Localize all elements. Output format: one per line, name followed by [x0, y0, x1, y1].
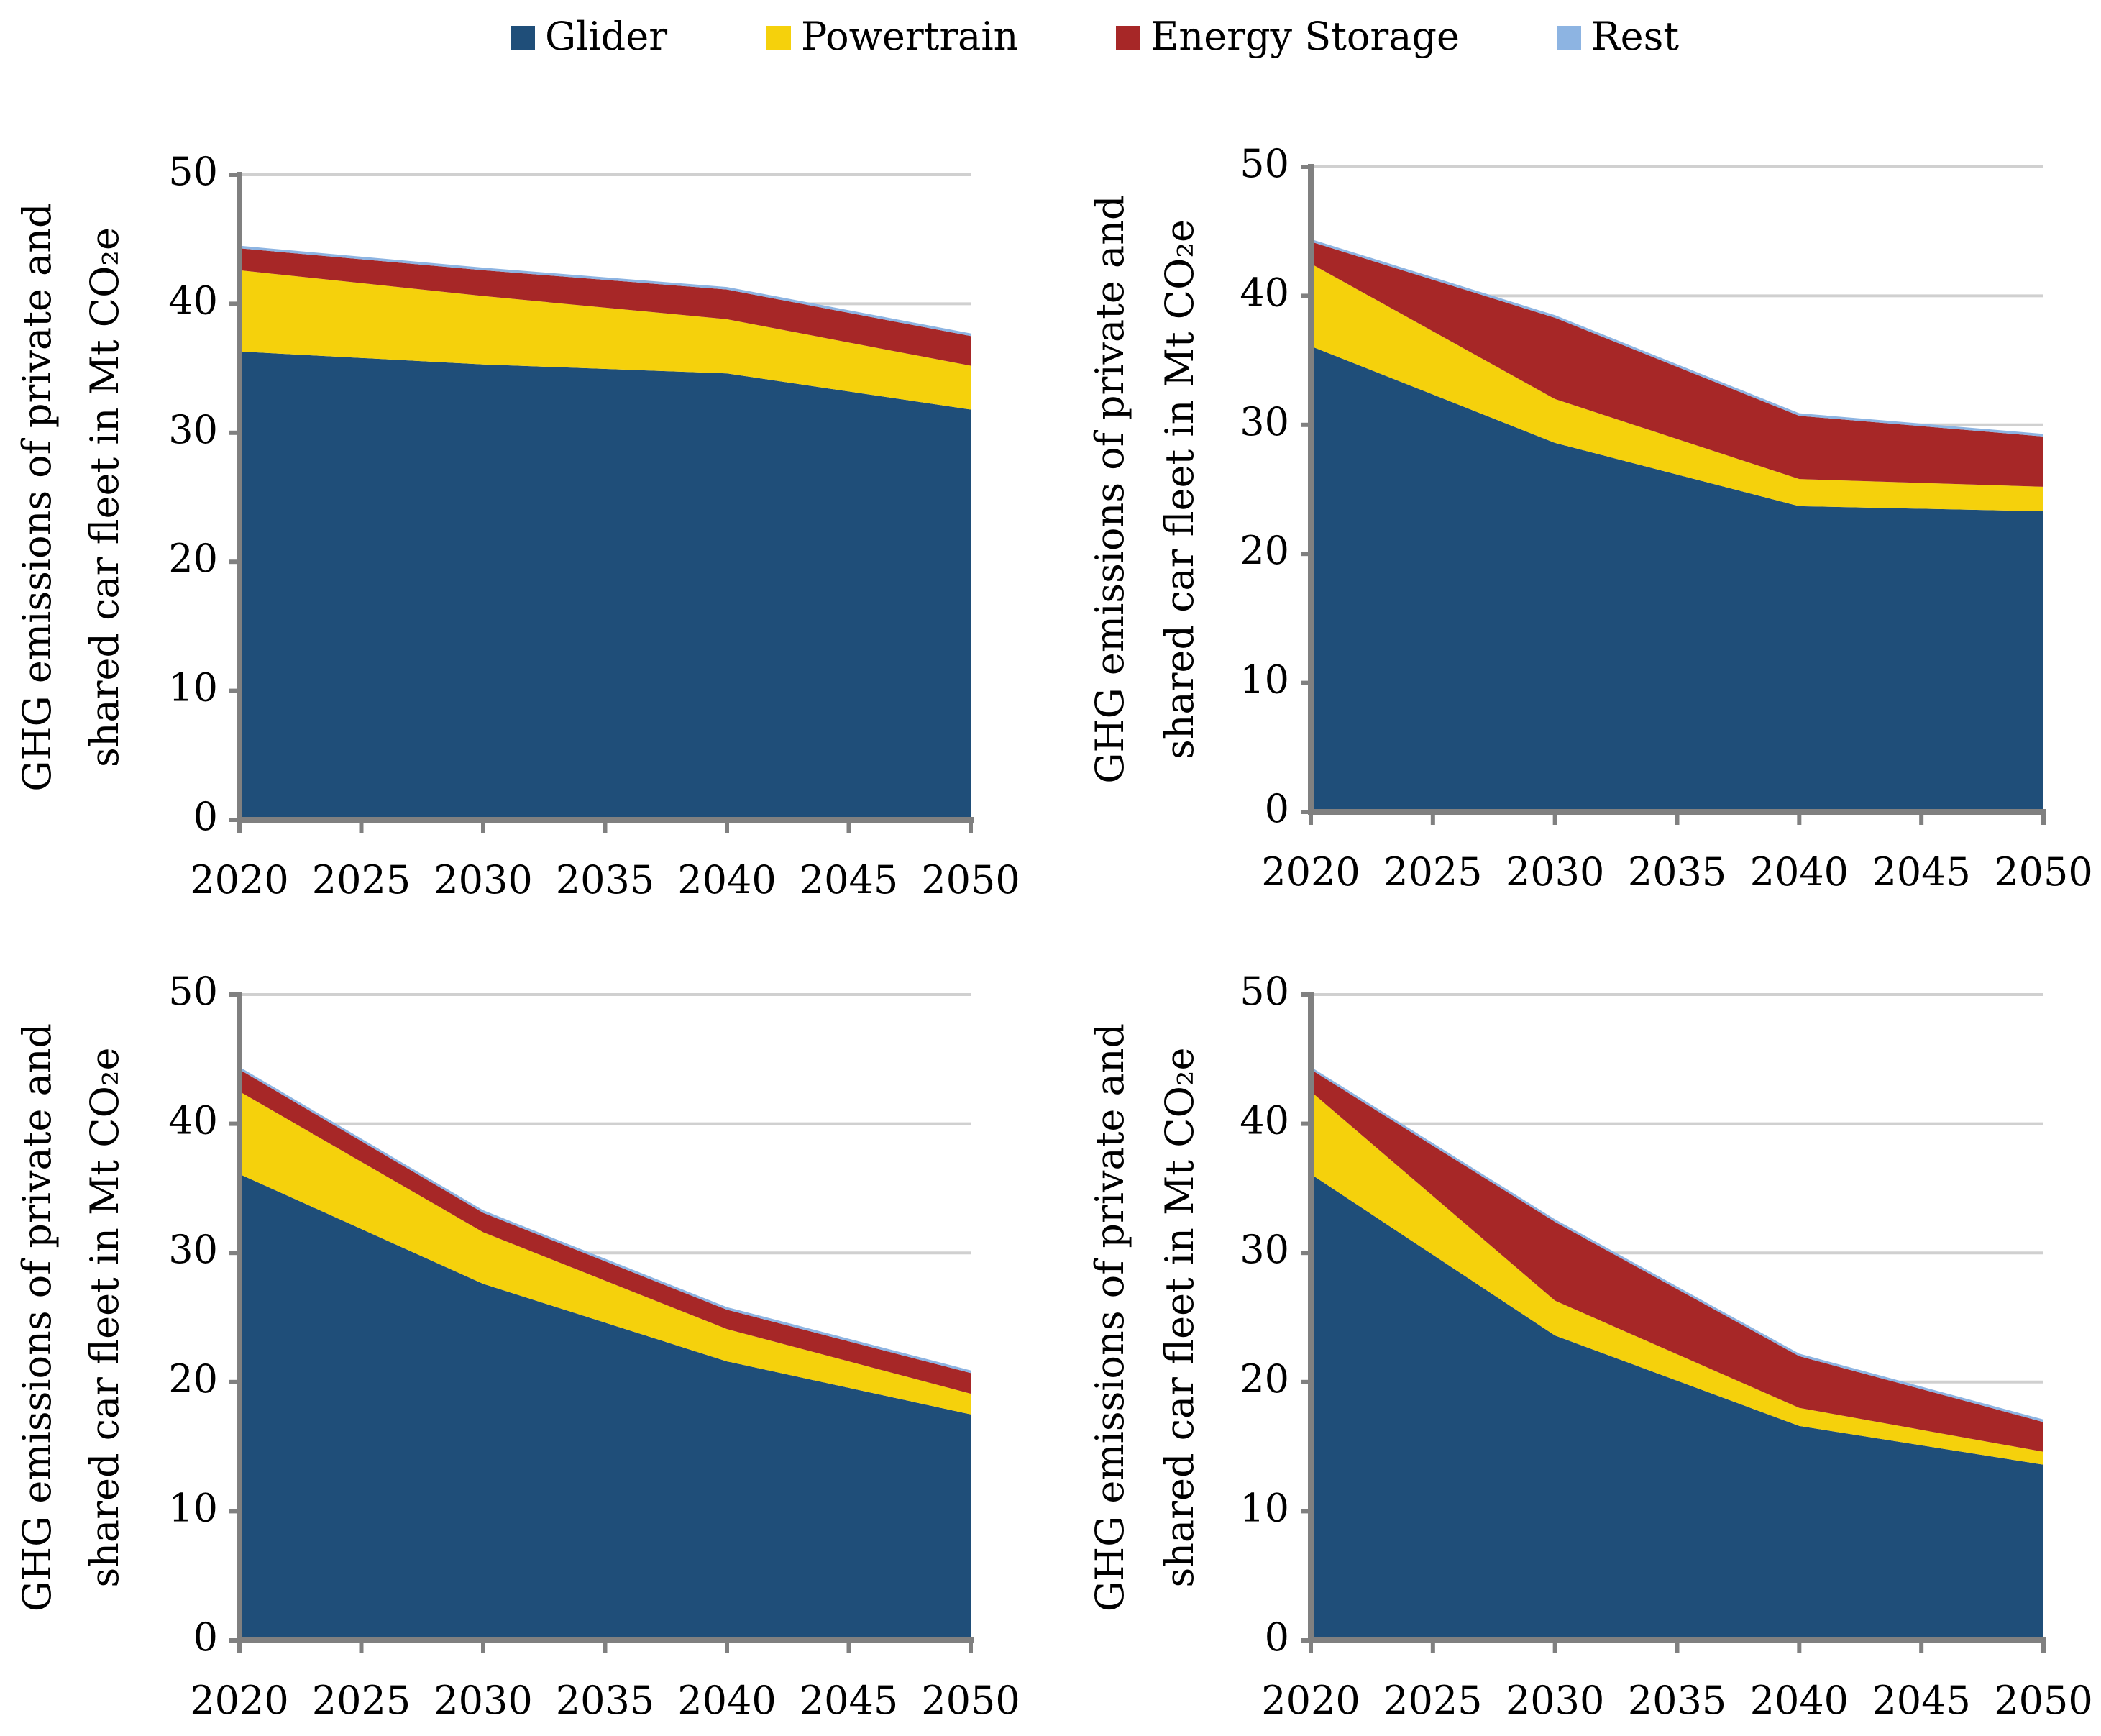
legend-swatch	[511, 26, 535, 50]
legend-label: Powertrain	[801, 14, 1018, 59]
y-tick-label: 20	[1240, 1356, 1289, 1402]
x-tick-label: 2050	[1994, 1678, 2092, 1723]
x-tick-label: 2025	[1383, 1678, 1482, 1723]
y-tick-label: 40	[168, 1098, 218, 1143]
x-tick-label: 2020	[190, 857, 288, 903]
legend: Glider Powertrain Energy Storage Rest	[511, 14, 1679, 59]
x-tick-label: 2040	[677, 1678, 776, 1723]
y-tick-label: 20	[168, 1356, 218, 1402]
y-axis-label: GHG emissions of private and	[1087, 1023, 1132, 1612]
y-tick-label: 10	[1240, 657, 1289, 703]
area	[239, 245, 971, 337]
legend-swatch	[1557, 26, 1581, 50]
x-tick-label: 2035	[1628, 849, 1726, 895]
legend-swatch	[766, 26, 791, 50]
area	[239, 1174, 971, 1640]
y-tick-label: 0	[1265, 1614, 1289, 1660]
y-axis-label: GHG emissions of private and	[14, 203, 60, 791]
x-tick-label: 2025	[312, 1678, 411, 1723]
y-tick-label: 50	[1240, 141, 1289, 186]
area	[1311, 263, 2043, 511]
area	[239, 270, 971, 410]
x-tick-label: 2045	[1872, 849, 1970, 895]
x-tick-label: 2035	[1628, 1678, 1726, 1723]
x-tick-label: 2045	[1872, 1678, 1970, 1723]
x-tick-label: 2030	[434, 1678, 532, 1723]
y-tick-label: 30	[168, 407, 218, 452]
x-tick-label: 2030	[434, 857, 532, 903]
area	[239, 248, 971, 366]
area	[239, 1069, 971, 1394]
legend-label: Glider	[545, 14, 667, 59]
area	[1311, 1069, 2043, 1452]
x-tick-label: 2020	[1261, 849, 1360, 895]
x-tick-label: 2035	[556, 857, 654, 903]
area	[1311, 346, 2043, 813]
y-tick-label: 50	[168, 149, 218, 194]
y-axis-label: GHG emissions of private and	[1087, 195, 1132, 783]
y-axis-label: shared car fleet in Mt CO₂e	[82, 1048, 127, 1588]
legend-label: Energy Storage	[1150, 14, 1460, 59]
y-tick-label: 30	[168, 1227, 218, 1272]
x-tick-label: 2025	[312, 857, 411, 903]
y-tick-label: 30	[1240, 399, 1289, 444]
y-tick-label: 30	[1240, 1227, 1289, 1272]
area	[239, 1091, 971, 1415]
x-tick-label: 2045	[800, 1678, 898, 1723]
y-tick-label: 40	[168, 278, 218, 323]
area	[1311, 242, 2043, 487]
y-tick-label: 50	[1240, 969, 1289, 1014]
x-tick-label: 2050	[1994, 849, 2092, 895]
x-tick-label: 2030	[1506, 849, 1604, 895]
x-tick-label: 2040	[1750, 1678, 1849, 1723]
x-tick-label: 2020	[1261, 1678, 1360, 1723]
x-tick-label: 2050	[921, 857, 1020, 903]
area	[1311, 1174, 2043, 1640]
y-tick-label: 10	[168, 665, 218, 711]
y-tick-label: 0	[1265, 786, 1289, 831]
y-tick-label: 0	[193, 794, 218, 839]
y-axis-label: shared car fleet in Mt CO₂e	[1157, 219, 1202, 759]
y-tick-label: 10	[168, 1485, 218, 1530]
y-tick-label: 0	[193, 1614, 218, 1660]
y-tick-label: 20	[1240, 528, 1289, 573]
x-tick-label: 2030	[1506, 1678, 1604, 1723]
x-tick-label: 2035	[556, 1678, 654, 1723]
y-axis-label: shared car fleet in Mt CO₂e	[82, 227, 127, 767]
x-tick-label: 2045	[800, 857, 898, 903]
x-tick-label: 2020	[190, 1678, 288, 1723]
y-tick-label: 10	[1240, 1485, 1289, 1530]
area	[239, 351, 971, 820]
x-tick-label: 2050	[921, 1678, 1020, 1723]
legend-swatch	[1116, 26, 1140, 50]
y-tick-label: 40	[1240, 270, 1289, 315]
y-tick-label: 50	[168, 969, 218, 1014]
y-tick-label: 40	[1240, 1098, 1289, 1143]
y-axis-label: GHG emissions of private and	[14, 1023, 60, 1612]
legend-label: Rest	[1591, 14, 1679, 59]
x-tick-label: 2040	[677, 857, 776, 903]
x-tick-label: 2040	[1750, 849, 1849, 895]
y-axis-label: shared car fleet in Mt CO₂e	[1157, 1048, 1202, 1588]
y-tick-label: 20	[168, 536, 218, 581]
x-tick-label: 2025	[1383, 849, 1482, 895]
